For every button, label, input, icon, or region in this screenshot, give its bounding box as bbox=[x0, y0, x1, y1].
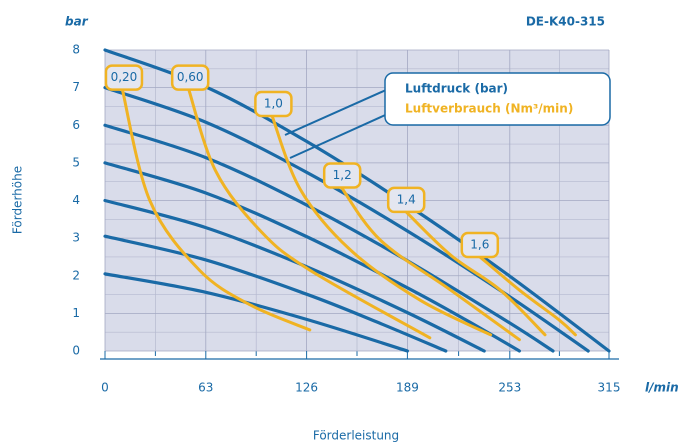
curve-label-box bbox=[322, 162, 362, 189]
x-tick-label: 0 bbox=[101, 381, 109, 395]
curve bbox=[103, 161, 521, 353]
x-tick-label: 63 bbox=[198, 381, 213, 395]
y-tick-label: 2 bbox=[72, 268, 80, 282]
y-tick-label: 4 bbox=[72, 193, 80, 207]
curve bbox=[269, 112, 493, 337]
curve-label: 0,20 bbox=[111, 70, 138, 84]
curve bbox=[103, 86, 590, 353]
y-tick-label: 5 bbox=[72, 155, 80, 169]
pointer bbox=[289, 111, 393, 159]
curve bbox=[338, 183, 521, 342]
curve-label: 1,6 bbox=[470, 238, 489, 252]
y-tick-label: 3 bbox=[72, 231, 80, 245]
curve-label-box bbox=[386, 186, 426, 214]
curve-label-box bbox=[254, 90, 293, 118]
x-tick-label: 126 bbox=[295, 381, 318, 395]
x-unit: l/min bbox=[645, 381, 679, 395]
curve-label: 1,4 bbox=[397, 192, 416, 206]
x-tick-label: 189 bbox=[396, 381, 419, 395]
x-tick-label: 253 bbox=[498, 381, 521, 395]
legend-label: Luftdruck (bar) bbox=[405, 82, 508, 96]
curve-label: 0,60 bbox=[177, 70, 204, 84]
legend-label: Luftverbrauch (Nm³/min) bbox=[405, 102, 573, 116]
y-unit: bar bbox=[65, 15, 89, 29]
curve bbox=[476, 253, 577, 337]
curve bbox=[120, 86, 312, 332]
y-tick-label: 0 bbox=[72, 344, 80, 358]
curve-label: 1,2 bbox=[333, 168, 352, 182]
y-tick-label: 1 bbox=[72, 306, 80, 320]
curve bbox=[186, 86, 432, 340]
chart-title: DE-K40-315 bbox=[526, 15, 605, 29]
pointer bbox=[284, 89, 387, 136]
curve bbox=[103, 272, 409, 353]
y-tick-label: 6 bbox=[72, 118, 80, 132]
curve-label-box bbox=[460, 231, 500, 259]
x-tick-label: 315 bbox=[598, 381, 621, 395]
y-axis-label: Förderhöhe bbox=[11, 166, 25, 234]
curve bbox=[103, 123, 555, 353]
curve-label-box bbox=[170, 64, 210, 91]
legend-box bbox=[384, 72, 611, 126]
y-tick-label: 8 bbox=[72, 43, 80, 57]
curve bbox=[402, 208, 547, 337]
x-axis-label: Förderleistung bbox=[313, 429, 399, 443]
curve-label-box bbox=[104, 64, 144, 91]
curve bbox=[103, 234, 448, 353]
curve-label: 1,0 bbox=[264, 96, 283, 110]
y-tick-label: 7 bbox=[72, 80, 80, 94]
